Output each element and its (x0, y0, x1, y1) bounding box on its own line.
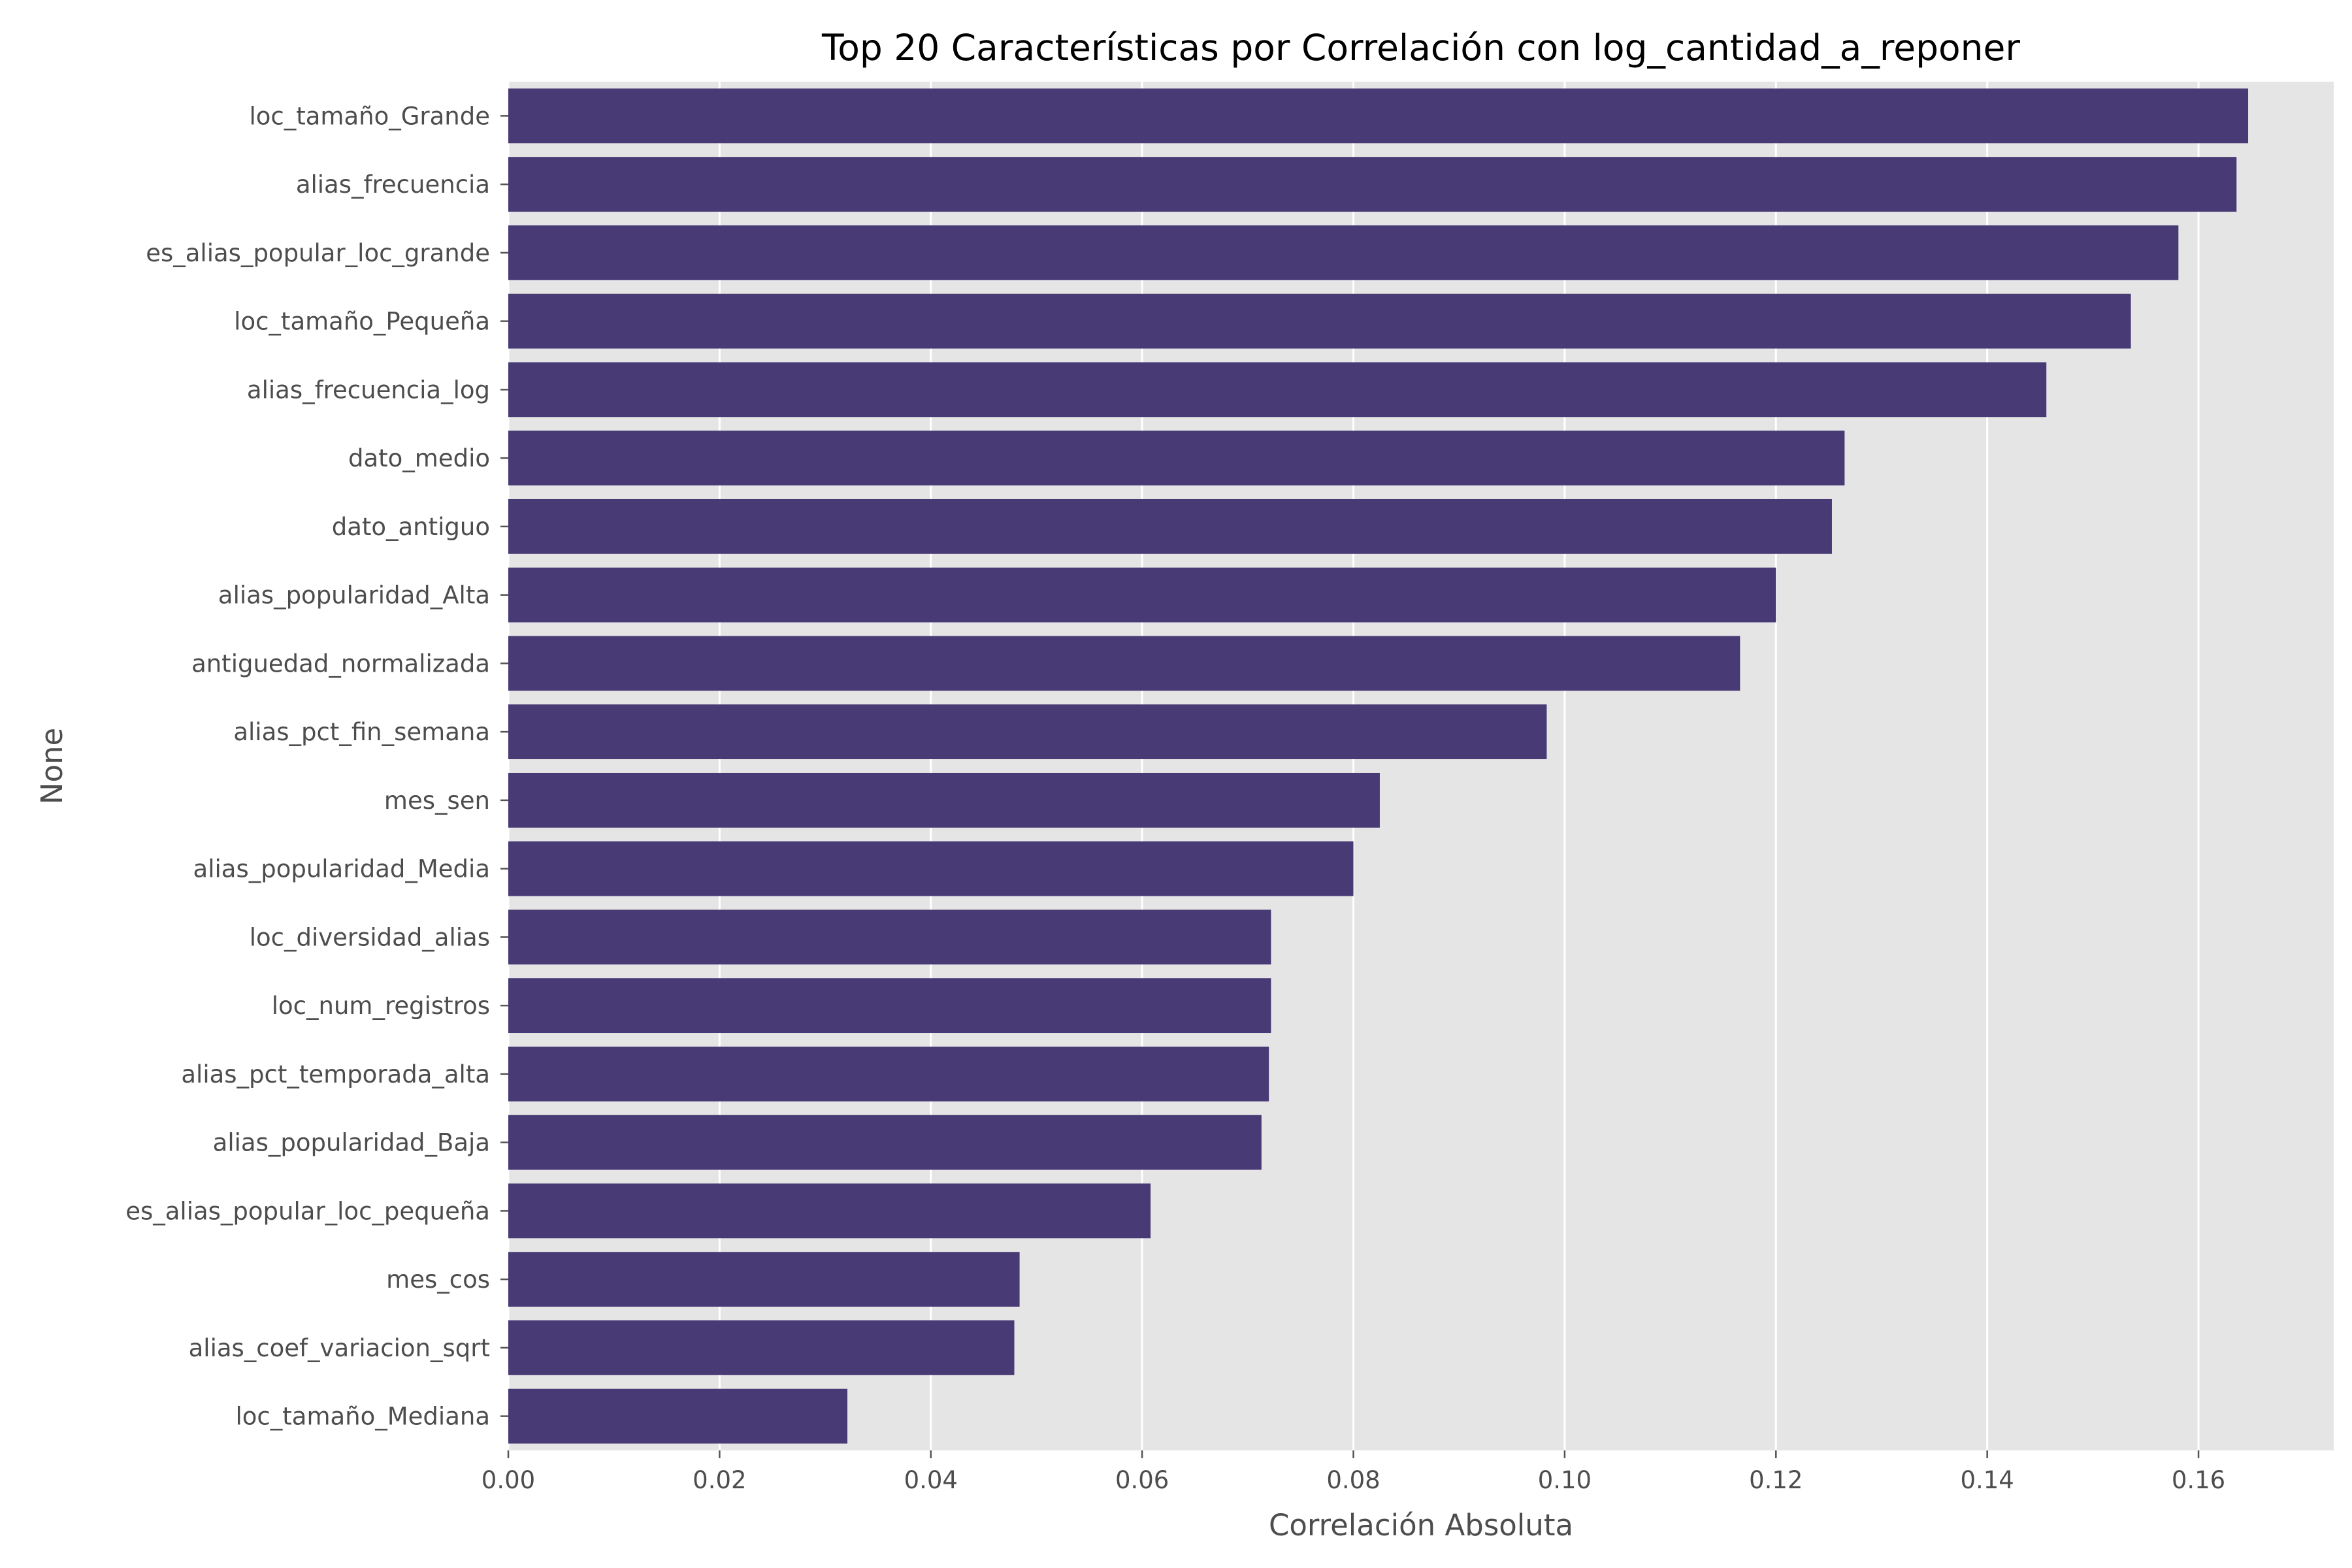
bar (508, 157, 2237, 212)
y-tick-label: loc_tamaño_Mediana (236, 1403, 491, 1431)
bar (508, 1252, 1020, 1307)
bar (508, 498, 1832, 554)
y-tick-label: mes_sen (384, 787, 490, 815)
y-tick-label: alias_coef_variacion_sqrt (189, 1334, 490, 1362)
bar (508, 978, 1271, 1034)
bar (508, 1183, 1151, 1239)
x-tick-label: 0.00 (482, 1466, 535, 1494)
x-axis-label: Correlación Absoluta (1269, 1508, 1573, 1543)
y-tick-label: loc_tamaño_Grande (249, 102, 490, 130)
bar (508, 841, 1354, 896)
y-tick-label: alias_pct_fin_semana (233, 718, 490, 746)
y-tick-label: loc_tamaño_Pequeña (234, 308, 490, 336)
bar (508, 1320, 1015, 1375)
x-tick-label: 0.08 (1326, 1466, 1380, 1494)
bars (508, 88, 2249, 1444)
y-tick-label: es_alias_popular_loc_grande (146, 239, 490, 267)
y-tick-label: alias_popularidad_Alta (218, 581, 490, 610)
plot-background (508, 82, 2334, 1450)
y-tick-label: loc_diversidad_alias (250, 923, 490, 951)
bar (508, 636, 1740, 691)
y-axis-ticks: loc_tamaño_Grande alias_frecuencia es_alia… (125, 102, 508, 1431)
y-tick-label: antiguedad_normalizada (191, 649, 490, 678)
bar (508, 362, 2047, 417)
y-tick-label: alias_popularidad_Baja (213, 1129, 490, 1157)
bar (508, 1388, 848, 1444)
bar (508, 1115, 1262, 1170)
y-tick-label: alias_frecuencia (296, 171, 490, 199)
y-tick-label: dato_medio (348, 444, 490, 472)
x-axis-ticks: 0.00 0.02 0.04 0.06 0.08 0.10 0.12 0.14 0.16 (482, 1450, 2225, 1494)
bar (508, 431, 1845, 486)
x-tick-label: 0.16 (2172, 1466, 2225, 1494)
y-tick-label: alias_frecuencia_log (247, 376, 490, 404)
x-tick-label: 0.12 (1749, 1466, 1803, 1494)
y-tick-label: es_alias_popular_loc_pequeña (125, 1197, 490, 1225)
y-tick-label: dato_antiguo (332, 513, 490, 541)
bar (508, 1046, 1269, 1102)
y-tick-label: alias_pct_temporada_alta (181, 1060, 490, 1088)
y-tick-label: alias_popularidad_Media (193, 855, 490, 883)
x-tick-label: 0.06 (1115, 1466, 1169, 1494)
bar (508, 909, 1271, 965)
x-tick-label: 0.02 (693, 1466, 746, 1494)
bar (508, 704, 1547, 760)
bar (508, 88, 2249, 144)
bar (508, 772, 1380, 828)
bar (508, 225, 2179, 280)
y-tick-label: mes_cos (386, 1266, 490, 1294)
y-tick-label: loc_num_registros (272, 992, 490, 1020)
bar (508, 567, 1776, 623)
x-tick-label: 0.14 (1960, 1466, 2014, 1494)
x-tick-label: 0.10 (1538, 1466, 1592, 1494)
bar (508, 293, 2131, 349)
x-tick-label: 0.04 (904, 1466, 958, 1494)
chart-title: Top 20 Características por Correlación c… (821, 27, 2020, 69)
y-axis-label: None (35, 728, 69, 804)
